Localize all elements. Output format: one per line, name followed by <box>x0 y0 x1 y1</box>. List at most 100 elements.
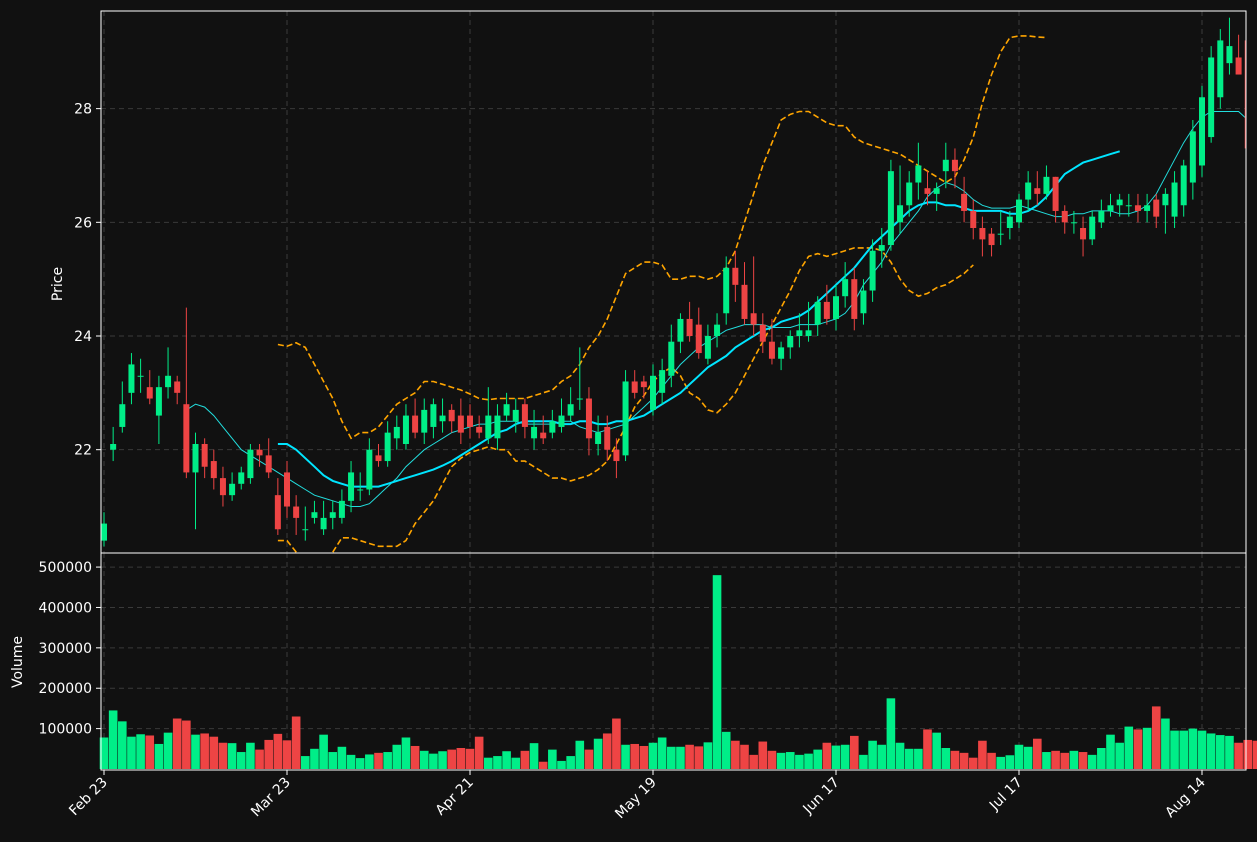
candles <box>101 17 1246 547</box>
volume-bar <box>548 749 557 769</box>
volume-bar <box>484 757 493 769</box>
candle-body <box>1070 222 1077 224</box>
candle-body <box>741 284 748 319</box>
candle-body <box>723 267 730 314</box>
candle-body <box>1052 176 1059 211</box>
volume-bar <box>584 749 594 769</box>
volume-bar <box>740 744 749 769</box>
volume-bar <box>648 742 658 769</box>
volume-bar <box>191 734 200 769</box>
candle-body <box>750 313 757 325</box>
volume-bar <box>429 753 438 769</box>
volume-bar <box>218 742 228 769</box>
volume-bar <box>456 748 466 769</box>
volume-bar <box>282 740 292 769</box>
volume-bar <box>1051 750 1060 769</box>
candle-body <box>229 483 236 496</box>
sma-slow-line <box>277 150 1120 488</box>
candle-body <box>1208 57 1215 138</box>
candle-body <box>558 415 565 427</box>
volume-bar <box>850 735 859 769</box>
candle-body <box>320 517 327 530</box>
volume-bar <box>273 733 283 769</box>
volume-bar <box>1078 752 1088 769</box>
candle-body <box>1016 199 1022 223</box>
volume-bar <box>511 757 521 769</box>
candle-body <box>357 489 364 491</box>
volume-bar <box>1151 706 1161 769</box>
candle-body <box>549 421 556 433</box>
volume-bar <box>712 575 722 769</box>
candle-body <box>1080 228 1087 240</box>
volume-bar <box>703 742 713 769</box>
volume-bar <box>1023 746 1033 769</box>
candle-body <box>1162 193 1169 206</box>
candle-body <box>1107 205 1114 211</box>
candle-body <box>384 432 391 462</box>
volume-bar <box>236 752 246 769</box>
volume-bar <box>227 743 237 769</box>
volume-bar <box>1033 738 1042 769</box>
candle-body <box>970 210 977 228</box>
candle-body <box>540 432 547 439</box>
candle-body <box>1180 165 1187 206</box>
candle-body <box>796 330 803 336</box>
volume-bar <box>154 743 164 769</box>
volume-bar <box>465 748 475 769</box>
volume-bar <box>1005 755 1015 769</box>
candle-body <box>732 267 739 285</box>
candle-body <box>457 415 464 433</box>
candle-body <box>933 188 940 194</box>
volume-bar <box>246 742 255 769</box>
volume-bar <box>785 752 795 769</box>
candle-body <box>110 444 117 450</box>
candle-body <box>485 415 492 439</box>
volume-bar <box>474 736 484 769</box>
candle-body <box>851 279 858 319</box>
volume-bar <box>1087 754 1097 769</box>
candle-body <box>421 409 428 433</box>
price-tick-label: 28 <box>74 102 92 118</box>
candle-body <box>869 250 876 291</box>
volume-tick-label: 100000 <box>39 722 92 738</box>
candle-body <box>293 506 300 518</box>
candle-body <box>942 159 949 172</box>
volume-bar <box>676 746 685 769</box>
volume-bar <box>1197 730 1207 769</box>
volume-bar <box>877 744 887 769</box>
candle-body <box>686 318 693 336</box>
volume-tick-label: 300000 <box>39 641 92 657</box>
volume-bar <box>99 737 109 769</box>
candle-body <box>906 182 913 206</box>
volume-bar <box>401 737 411 769</box>
volume-bar <box>355 758 365 769</box>
volume-bar <box>1161 718 1170 769</box>
candle-body <box>1006 216 1013 228</box>
volume-bar <box>941 748 951 769</box>
volume-bar <box>795 754 804 769</box>
volume-bar <box>145 735 155 769</box>
volume-bar <box>1179 730 1188 769</box>
candle-body <box>183 404 190 473</box>
candle-body <box>1034 188 1041 194</box>
volume-bar <box>182 720 191 769</box>
candle-body <box>1089 216 1096 240</box>
candle-body <box>503 404 510 416</box>
volume-bar <box>667 746 676 769</box>
volume-bar <box>895 742 905 769</box>
candle-body <box>101 523 107 541</box>
candle-body <box>1144 205 1151 211</box>
candle-body <box>165 375 172 388</box>
volume-bar <box>438 751 447 769</box>
candle-body <box>768 341 775 359</box>
candle-body <box>585 398 592 439</box>
volume-bar <box>1124 726 1134 769</box>
volume-bar <box>328 752 338 769</box>
candle-body <box>878 245 885 251</box>
candle-body <box>274 495 281 530</box>
candle-body <box>814 301 821 325</box>
candle-body <box>659 370 666 393</box>
volume-bar <box>1069 750 1079 769</box>
candle-body <box>192 444 199 473</box>
